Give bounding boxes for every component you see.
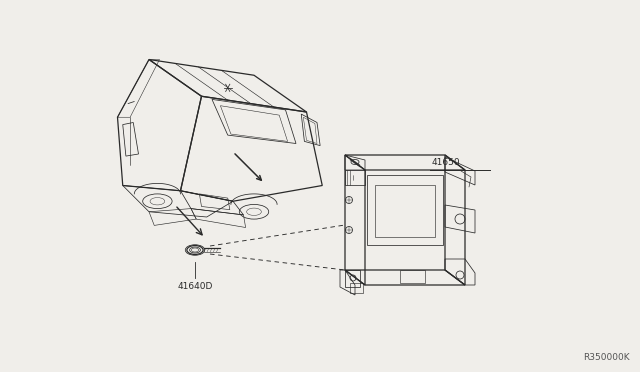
Text: R350000K: R350000K — [584, 353, 630, 362]
Text: 41650: 41650 — [432, 158, 461, 167]
Text: 41640D: 41640D — [177, 282, 212, 291]
